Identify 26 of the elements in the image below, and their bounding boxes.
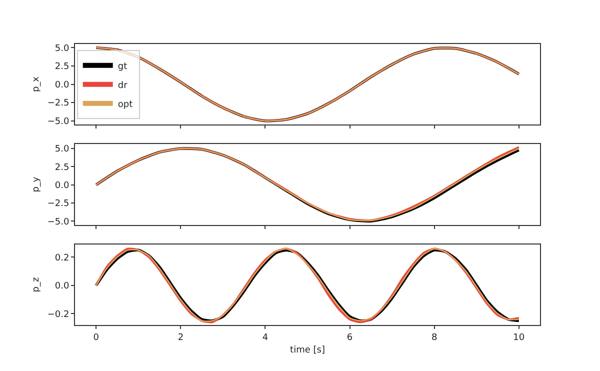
x-tick-label: 10 xyxy=(513,332,525,343)
y-axis-title: p_z xyxy=(32,276,42,292)
x-tick-label: 0 xyxy=(93,332,100,343)
legend-label: gt xyxy=(118,62,128,72)
x-tick-label: 6 xyxy=(346,332,353,343)
y-tick-label: 0.0 xyxy=(54,282,70,292)
x-tick-label: 2 xyxy=(178,332,184,343)
y-tick-label: −0.2 xyxy=(47,310,70,320)
y-tick-label: 0.2 xyxy=(54,253,70,264)
y-axis-title: p_y xyxy=(32,176,42,192)
y-tick-label: −5.0 xyxy=(47,117,70,128)
y-axis-title: p_x xyxy=(32,76,42,92)
y-tick-label: −5.0 xyxy=(47,217,70,228)
y-tick-label: 2.5 xyxy=(54,162,70,173)
legend-label: dr xyxy=(118,80,128,91)
legend-label: opt xyxy=(118,100,134,110)
y-tick-label: 0.0 xyxy=(54,181,70,192)
y-tick-label: 5.0 xyxy=(54,44,70,54)
y-tick-label: 0.0 xyxy=(54,80,70,90)
y-tick-label: −2.5 xyxy=(47,199,70,210)
x-tick-label: 4 xyxy=(262,332,268,343)
y-tick-label: 2.5 xyxy=(54,62,70,72)
x-tick-label: 8 xyxy=(431,332,438,343)
y-tick-label: 5.0 xyxy=(54,144,70,155)
x-axis-title: time [s] xyxy=(290,346,325,356)
y-tick-label: −2.5 xyxy=(47,98,70,109)
